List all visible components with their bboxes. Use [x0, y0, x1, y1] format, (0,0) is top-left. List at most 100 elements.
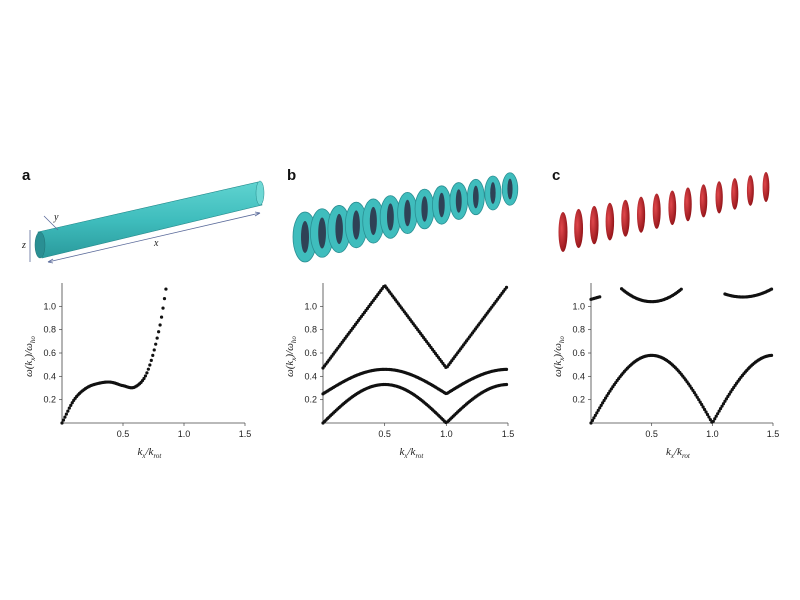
x-axis-label: kx/krot: [400, 446, 425, 460]
data-point: [158, 323, 162, 327]
y-tick-label: 0.2: [304, 395, 317, 405]
chart-a: 0.5 1.0 1.5 0.2 0.4 0.6 0.8 1.0 kx/krot ω(kx)/ωho: [23, 283, 251, 460]
y-tick-label: 0.6: [304, 348, 317, 358]
red-ellipsoid: [668, 190, 677, 226]
red-ellipsoid: [589, 205, 599, 245]
data-point: [69, 403, 73, 407]
data-point: [769, 287, 774, 291]
ellipsoid-core: [352, 210, 360, 240]
data-point: [162, 296, 167, 301]
data-point: [155, 336, 159, 340]
x-tick-label: 1.0: [440, 429, 453, 439]
y-tick-label: 0.8: [572, 325, 585, 335]
data-point: [593, 413, 597, 417]
data-point: [708, 418, 712, 422]
data-point: [724, 397, 729, 401]
data-point: [717, 409, 721, 413]
data-point: [146, 367, 150, 371]
x-axis-label: kx/krot: [138, 446, 163, 460]
data-point: [702, 407, 707, 412]
x-tick-label: 0.5: [378, 429, 391, 439]
data-point: [606, 391, 611, 396]
data-point: [698, 400, 702, 404]
ellipsoid-core: [301, 221, 309, 253]
data-point: [707, 415, 711, 419]
red-ellipsoid: [605, 202, 615, 241]
ellipsoid-core: [369, 206, 377, 236]
ellipsoid-core: [335, 213, 343, 245]
y-tick-label: 0.4: [572, 371, 585, 381]
chart-c: 0.5 1.0 1.5 0.2 0.4 0.6 0.8 1.0 kx/krot ω(kx)/ωho: [552, 283, 779, 460]
ellipsoid-core: [387, 203, 394, 231]
data-point: [721, 402, 726, 406]
x-axis-label: kx/krot: [666, 446, 691, 460]
x-tick-label: 1.0: [178, 429, 191, 439]
data-point: [142, 376, 146, 381]
ellipsoid-core: [507, 178, 513, 200]
red-ellipsoid: [762, 172, 770, 202]
y-axis-label: ω(kx)/ωho: [284, 336, 298, 377]
data-point: [727, 392, 731, 396]
data-point: [590, 418, 595, 423]
data-point: [145, 371, 149, 375]
data-point: [592, 416, 596, 420]
y-tick-label: 0.4: [304, 371, 317, 381]
ellipsoid-core: [421, 196, 428, 222]
data-point: [704, 410, 708, 414]
y-tick-label: 0.8: [304, 325, 317, 335]
chart-b: 0.5 1.0 1.5 0.2 0.4 0.6 0.8 1.0 kx/krot ω(kx)/ωho: [284, 283, 514, 460]
ellipsoid-chain-illustration: [292, 172, 519, 263]
tube-axis-y: y: [53, 212, 59, 223]
y-tick-label: 0.2: [572, 395, 585, 405]
data-point: [701, 405, 705, 409]
data-point: [726, 394, 730, 399]
data-point: [695, 395, 699, 399]
data-point: [705, 412, 710, 417]
data-point: [602, 398, 606, 403]
data-point: [504, 285, 509, 289]
red-ellipsoid: [731, 178, 739, 210]
x-tick-label: 1.5: [502, 429, 515, 439]
y-axis-label: ω(kx)/ωho: [552, 336, 566, 377]
red-ellipsoid: [684, 187, 692, 222]
data-point: [599, 403, 603, 407]
tube-illustration: z y x: [21, 180, 265, 264]
data-point: [595, 411, 599, 415]
red-ellipsoid: [652, 193, 661, 229]
data-point: [598, 295, 602, 299]
data-point: [601, 401, 605, 405]
red-ellipsoid: [746, 175, 754, 206]
y-axis-label: ω(kx)/ωho: [23, 336, 37, 377]
y-tick-label: 1.0: [304, 301, 317, 311]
data-point: [148, 363, 152, 367]
data-point: [164, 287, 168, 291]
panel-label-c: c: [552, 167, 560, 184]
y-tick-label: 0.4: [43, 371, 56, 381]
data-point: [769, 353, 774, 357]
x-tick-label: 1.5: [767, 429, 780, 439]
data-point: [720, 404, 724, 408]
y-tick-label: 0.6: [43, 348, 56, 358]
data-point: [63, 415, 67, 419]
data-point: [692, 391, 696, 395]
data-point: [60, 421, 64, 425]
red-ellipsoid: [558, 212, 568, 252]
ellipsoid-core: [490, 182, 496, 204]
data-point: [64, 412, 68, 416]
ellipsoid-core: [404, 199, 411, 227]
data-point: [723, 399, 727, 403]
data-point: [716, 412, 720, 416]
y-tick-label: 0.2: [43, 395, 56, 405]
data-point: [714, 414, 718, 418]
red-ellipsoid: [637, 196, 646, 233]
data-point: [711, 419, 715, 423]
data-point: [504, 382, 509, 387]
data-point: [151, 353, 155, 357]
red-ellipsoid: [699, 184, 708, 218]
tube-axis-z: z: [21, 240, 26, 251]
ellipsoid-core: [455, 189, 462, 213]
data-point: [61, 418, 66, 422]
data-point: [713, 417, 717, 421]
data-point: [700, 402, 704, 407]
